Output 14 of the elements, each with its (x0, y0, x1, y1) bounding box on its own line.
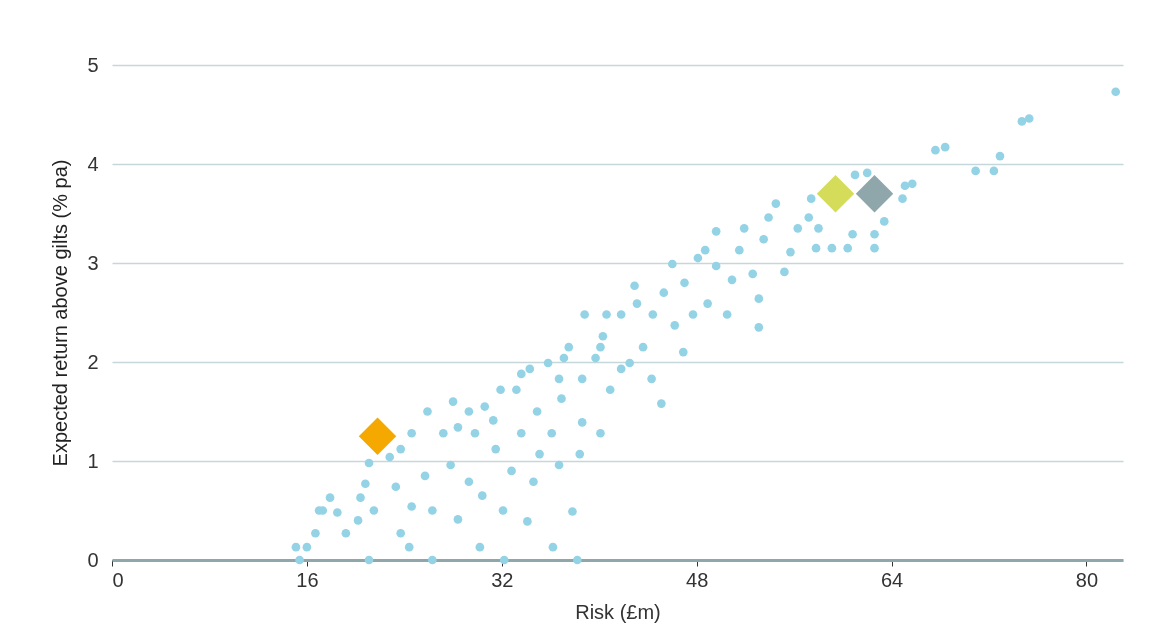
y-tick-label: 3 (87, 251, 99, 274)
y-tick-label: 0 (87, 548, 99, 571)
y-tick-label: 2 (87, 350, 99, 373)
x-tick-label: 48 (686, 568, 709, 591)
x-tick-label: 0 (112, 568, 124, 591)
x-tick-label: 16 (296, 568, 319, 591)
x-axis-title: Risk (£m) (575, 600, 661, 623)
x-tick-label: 32 (491, 568, 514, 591)
y-tick-label: 5 (87, 53, 99, 76)
y-axis-title: Expected return above gilts (% pa) (49, 159, 72, 467)
x-tick-label: 64 (880, 568, 904, 591)
y-tick-label: 4 (87, 152, 99, 175)
x-tick-label: 80 (1075, 568, 1099, 591)
y-tick-label: 1 (87, 449, 99, 472)
